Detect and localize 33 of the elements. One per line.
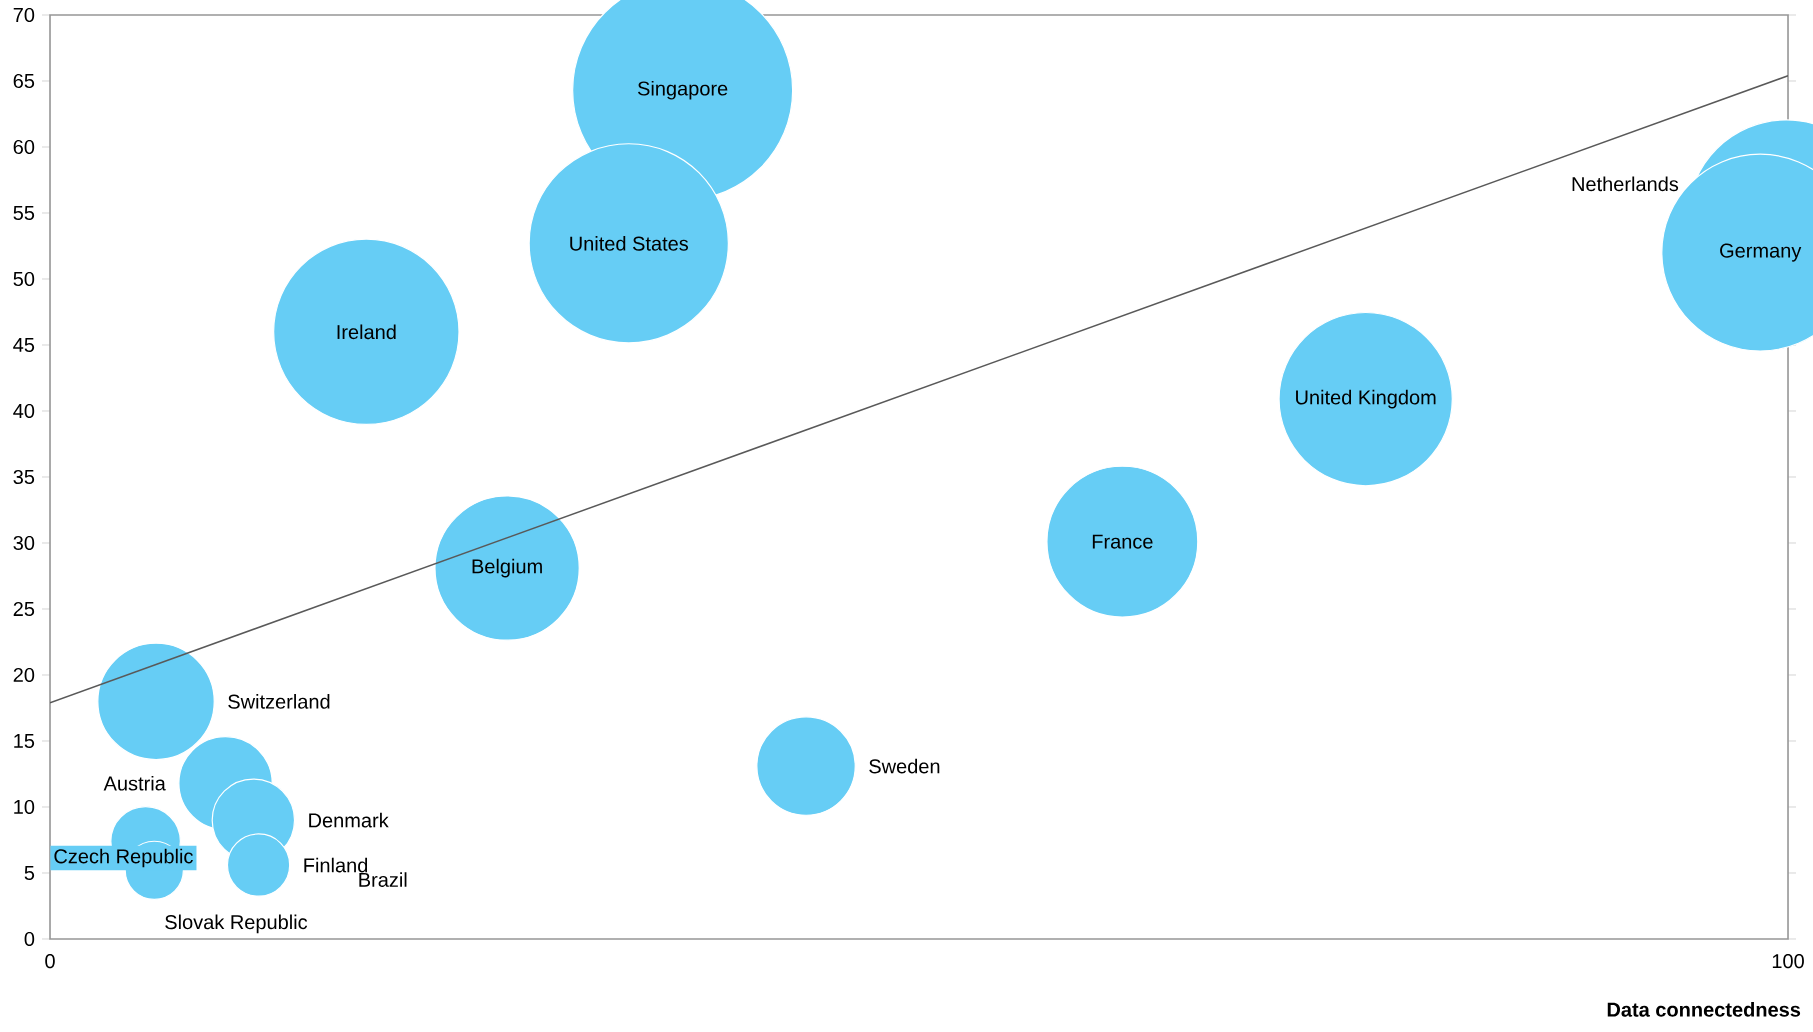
y-tick-label: 30 xyxy=(13,535,35,551)
series-label: Germany xyxy=(1720,243,1802,262)
y-tick-label: 15 xyxy=(14,734,35,748)
y-tick-label: 25 xyxy=(13,601,35,617)
y-tick-label: 0 xyxy=(24,931,35,947)
series-label: Singapore xyxy=(637,80,728,100)
series-label: Ireland xyxy=(337,324,396,340)
y-tick-label: 40 xyxy=(13,403,35,419)
series-label: United States xyxy=(570,236,689,251)
series-label: Slovak Republic xyxy=(165,914,308,934)
y-tick-label: 50 xyxy=(13,271,35,287)
y-tick-label: 55 xyxy=(13,206,35,220)
y-tick-label: 20 xyxy=(13,667,35,683)
annotation: Brazil xyxy=(359,872,407,887)
series-label: United Kingdom xyxy=(1296,389,1436,409)
x-axis-title: Data connectedness xyxy=(1607,1002,1801,1017)
y-tick-label: 10 xyxy=(14,799,35,815)
y-tick-label: 65 xyxy=(13,73,35,89)
y-tick-label: 70 xyxy=(13,7,35,23)
series-label: Denmark xyxy=(309,812,389,828)
series-label: Belgium xyxy=(472,558,542,578)
y-tick-label: 45 xyxy=(13,338,35,352)
series-label: Sweden xyxy=(869,758,940,774)
series-label: France xyxy=(1092,534,1153,549)
series-label: Czech Republic xyxy=(54,848,193,868)
y-tick-label: 5 xyxy=(24,866,35,880)
series-label: Switzerland xyxy=(228,694,330,709)
series-label: Netherlands xyxy=(1572,176,1679,192)
x-tick-label: 100 xyxy=(1772,954,1804,969)
y-tick-label: 60 xyxy=(13,139,35,155)
series-label: Austria xyxy=(103,775,166,791)
series-label: Finland xyxy=(304,857,368,873)
y-tick-label: 35 xyxy=(13,469,35,485)
